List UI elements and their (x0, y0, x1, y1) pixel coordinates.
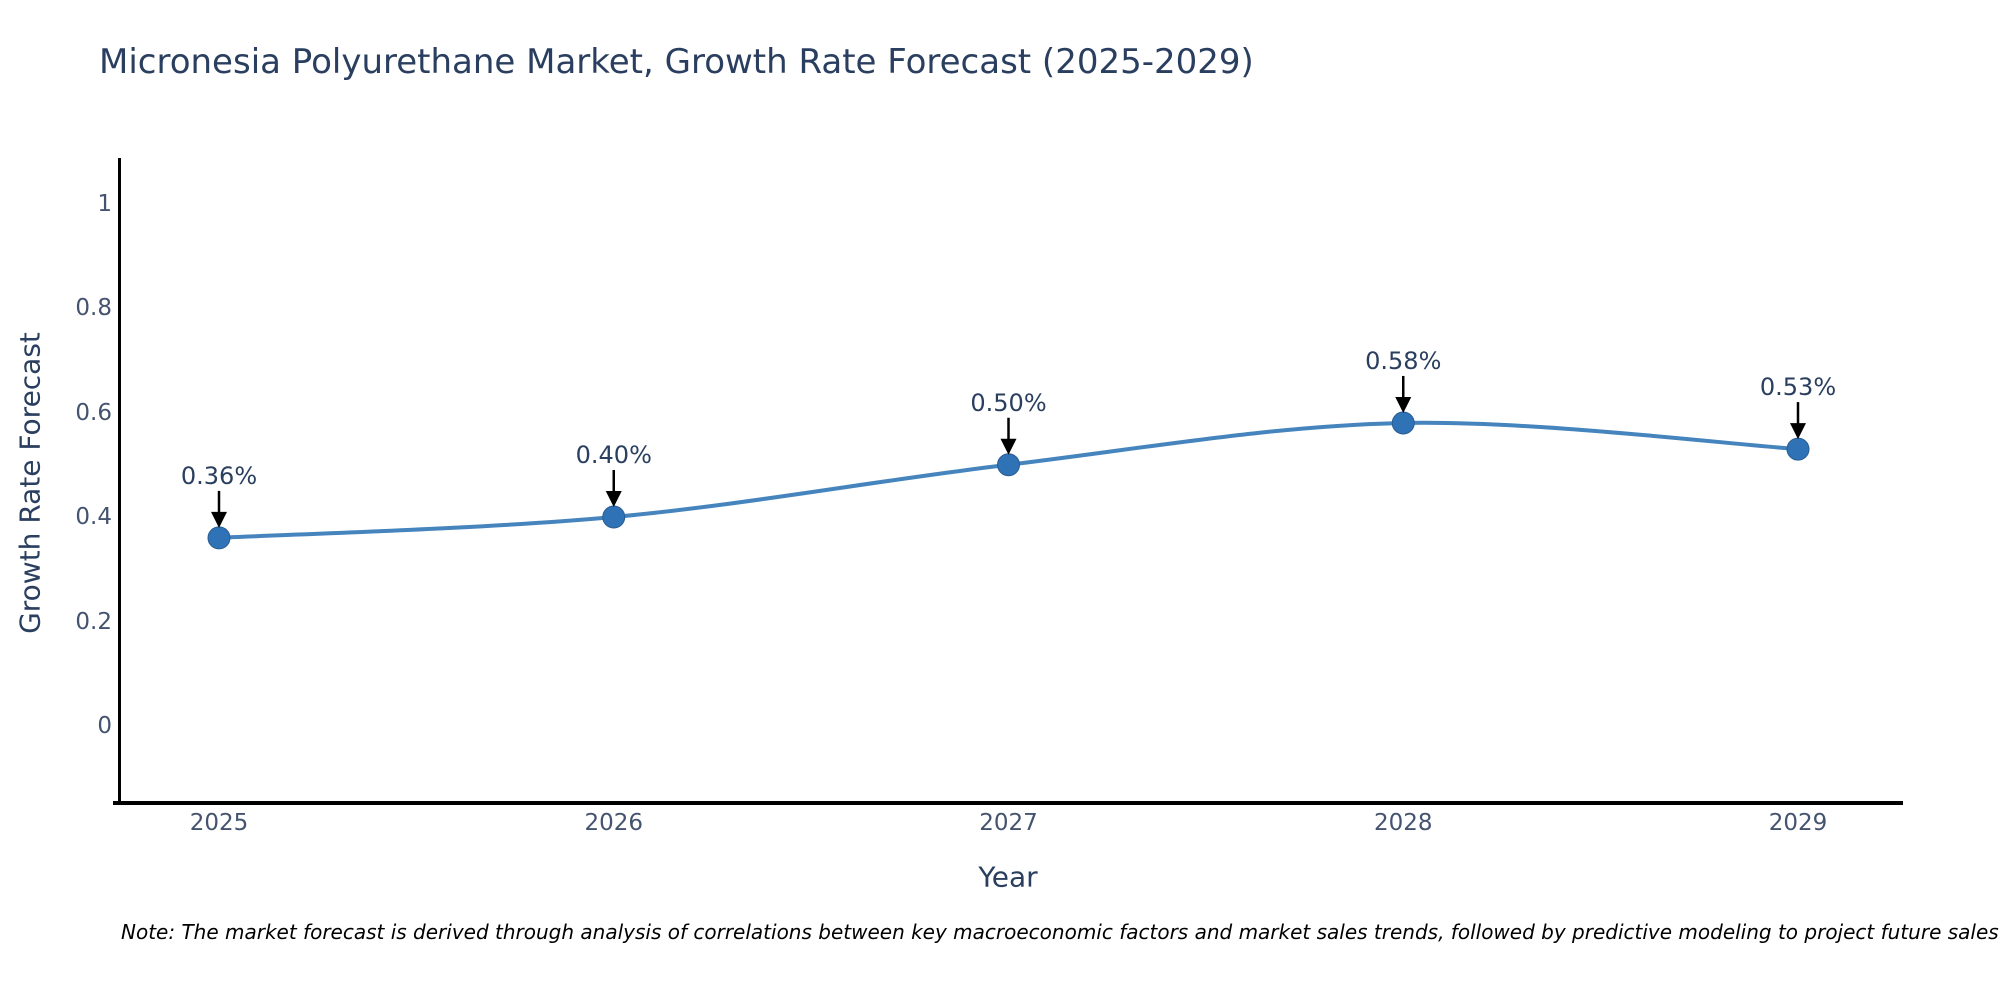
annotation-arrow-head (605, 491, 622, 507)
chart-title: Micronesia Polyurethane Market, Growth R… (99, 42, 1254, 82)
data-point-2028 (1391, 411, 1415, 435)
point-value-label: 0.53% (1759, 373, 1837, 402)
annotation-arrow-head (1790, 423, 1806, 440)
y-tick-label: 1 (97, 190, 112, 217)
point-value-label: 0.50% (970, 388, 1047, 417)
x-tick-label: 2027 (979, 810, 1038, 836)
point-value-label: 0.58% (1365, 346, 1442, 375)
annotation-arrow-head (1395, 396, 1412, 413)
x-axis-title: Year (978, 860, 1038, 894)
footnote: Note: The market forecast is derived thr… (121, 920, 1999, 944)
data-point-2027 (997, 453, 1020, 477)
y-tick-label: 0.4 (75, 504, 112, 530)
y-tick-label: 0.2 (75, 608, 112, 635)
data-point-2025 (207, 526, 231, 550)
y-tick-label: 0.8 (75, 295, 112, 321)
annotation-arrow-head (1000, 438, 1017, 455)
x-tick-label: 2025 (189, 810, 249, 836)
data-point-2026 (602, 505, 626, 529)
annotation-arrow-head (211, 511, 227, 528)
data-point-2029 (1786, 437, 1810, 461)
point-value-label: 0.36% (180, 461, 258, 490)
x-tick-label: 2028 (1373, 810, 1433, 836)
y-tick-label: 0.6 (75, 399, 112, 426)
x-tick-label: 2029 (1768, 810, 1828, 836)
x-tick-label: 2026 (584, 810, 644, 836)
point-value-label: 0.40% (575, 441, 652, 469)
y-tick-label: 0 (97, 713, 112, 739)
